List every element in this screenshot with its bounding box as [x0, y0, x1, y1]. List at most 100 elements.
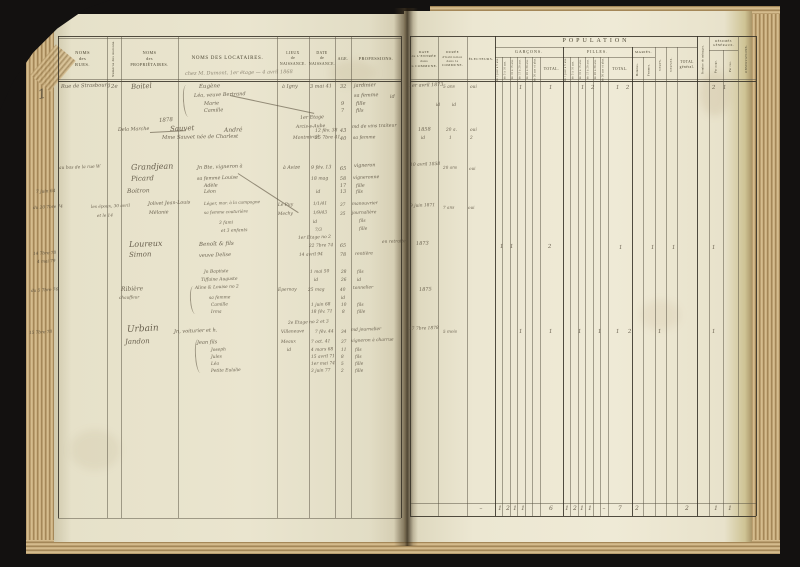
handwriting-entry: 4 mars 68	[310, 347, 334, 353]
group-header-garcons: GARÇONS.	[514, 49, 544, 55]
paper-stain	[70, 430, 120, 470]
handwriting-entry: 18 fév. 71	[310, 309, 333, 315]
handwriting-entry: 2	[469, 135, 473, 141]
handwriting-entry: 65	[339, 243, 347, 249]
veufs-label: VEUFS.	[657, 58, 662, 71]
handwriting-entry: 1	[657, 328, 662, 335]
handwriting-entry: 10 avril 1858	[409, 161, 441, 168]
handwriting-entry: Boitel	[130, 81, 152, 91]
handwriting-entry: 9 fév. 13	[310, 165, 332, 171]
group-header-filles: FILLES.	[586, 49, 609, 55]
handwriting-entry: 11	[340, 347, 347, 353]
handwriting-entry: 9	[340, 100, 345, 107]
handwriting-entry: et le 14	[96, 212, 114, 218]
handwriting-entry: 1858	[417, 126, 431, 133]
total-value: 6	[548, 504, 554, 512]
handwriting-entry: manouvrier	[351, 201, 378, 207]
age-bracket-garcons-6: de 30 ans et plus.	[533, 57, 537, 82]
handwriting-entry: 78	[339, 252, 347, 258]
handwriting-entry: 1/1/41	[312, 201, 328, 207]
handwriting-entry: fille	[358, 226, 368, 232]
handwriting-entry: 7 ans	[442, 204, 455, 210]
handwriting-entry: Jn Baptiste	[203, 269, 229, 275]
handwriting-entry: oui	[469, 84, 477, 90]
handwriting-entry: Marie	[203, 100, 220, 107]
handwriting-entry: 1	[615, 328, 620, 335]
right-page-stack-edge	[748, 6, 780, 554]
handwriting-entry: md journalier	[350, 326, 382, 333]
total-value: 2	[634, 504, 640, 512]
handwriting-entry: 1	[711, 328, 716, 335]
handwriting-entry: 1	[650, 244, 655, 251]
handwriting-entry: id	[313, 277, 319, 283]
handwriting-entry: 20 ans	[442, 164, 458, 170]
handwriting-entry: 65	[339, 165, 347, 172]
age-bracket-filles-6: de 30 ans et plus.	[601, 57, 605, 82]
handwriting-entry: id	[340, 295, 346, 301]
handwriting-entry: et 3 enfants	[220, 228, 248, 234]
handwriting-entry: sa femme	[352, 135, 376, 141]
col-header-maisons: Numéros des maisons.	[111, 40, 116, 78]
handwriting-entry: 1	[580, 84, 585, 91]
veuves-label: VEUVES.	[668, 57, 673, 72]
total-value: 2	[505, 504, 511, 512]
handwriting-entry: 1873	[415, 240, 429, 247]
handwriting-entry: Mélanie	[148, 210, 169, 216]
handwriting-entry: 58	[339, 176, 347, 182]
handwriting-entry: Jules	[210, 354, 222, 360]
left-page	[54, 14, 404, 542]
handwriting-entry: 2	[625, 84, 630, 91]
handwriting-entry: 1	[548, 84, 553, 91]
handwriting-entry: 7	[340, 107, 345, 114]
handwriting-entry: à Igny	[281, 83, 298, 90]
handwriting-entry: Le Puy	[277, 202, 294, 208]
handwriting-entry: Épernay	[277, 287, 297, 293]
handwriting-entry: 1	[577, 328, 582, 335]
handwriting-entry: oui	[468, 165, 476, 171]
handwriting-entry: 7 oct. 41	[310, 339, 331, 345]
bottom-page-stack-edge	[26, 540, 780, 554]
total-value: 2	[572, 504, 578, 512]
handwriting-entry: Camille	[203, 107, 224, 114]
total-value: 1	[587, 504, 593, 512]
handwriting-entry: 1er mai 74	[310, 361, 336, 367]
handwriting-entry: 25 7bre 41	[314, 135, 341, 141]
col-header-date-naissance: DATE de NAISSANCE.	[308, 51, 336, 66]
handwriting-entry: 1	[615, 84, 620, 91]
total-value: 1	[564, 504, 570, 512]
paper-stain	[700, 70, 730, 116]
handwriting-entry: vigneronne	[352, 175, 380, 181]
handwriting-entry: tonnelier	[352, 285, 374, 291]
handwriting-entry: id	[389, 93, 395, 100]
handwriting-entry: Loureux	[128, 238, 163, 249]
handwriting-entry: journalière	[351, 210, 377, 216]
handwriting-entry: 25 mag	[307, 287, 325, 293]
handwriting-entry: veuve Delise	[198, 251, 232, 259]
observations-label: OBSERVATIONS.	[744, 45, 749, 73]
top-page-stack-edge	[430, 6, 780, 14]
handwriting-entry: oui	[469, 127, 477, 133]
handwriting-entry: fils	[355, 107, 364, 114]
handwriting-entry: id	[315, 189, 321, 195]
maries-femmes-label: Femmes.	[647, 63, 651, 76]
handwriting-entry: 1875	[418, 286, 432, 293]
handwriting-entry: Urbain	[126, 323, 159, 335]
handwriting-entry: 1	[448, 135, 452, 141]
age-bracket-filles-2: de 5 à 10 ans.	[571, 60, 575, 79]
age-bracket-filles-4: de 15 à 20 ans.	[586, 59, 590, 80]
handwriting-entry: id	[286, 347, 292, 353]
total-value: 1	[579, 504, 585, 512]
handwriting-entry: 5 mois	[442, 328, 458, 334]
handwriting-entry: Villeneuve	[280, 329, 305, 335]
age-bracket-filles-1: de 1 jour à 5 ans.	[564, 57, 568, 82]
handwriting-entry: 1	[509, 243, 514, 250]
handwriting-entry: 8	[340, 354, 344, 360]
handwriting-entry: sa femme	[353, 92, 379, 99]
handwriting-entry: 2e	[110, 83, 118, 90]
total-value: –	[479, 504, 483, 512]
handwriting-entry: 34	[340, 329, 347, 335]
resume-par-page-label: Par page.	[714, 59, 718, 73]
resume-group-label: RÉSUMÉS GÉNÉRAUX.	[713, 38, 734, 47]
handwriting-entry: Picard	[130, 174, 155, 183]
